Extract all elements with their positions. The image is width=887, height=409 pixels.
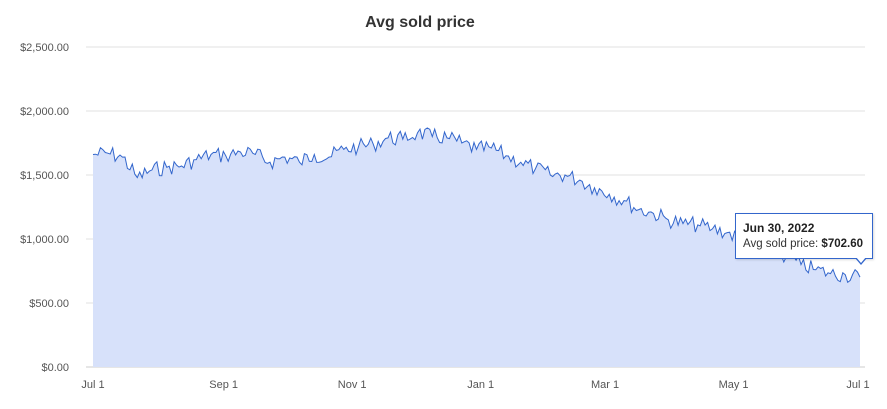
y-tick-label: $2,000.00: [20, 106, 69, 118]
data-point[interactable]: [194, 157, 199, 162]
data-point[interactable]: [828, 271, 833, 276]
data-point[interactable]: [725, 230, 730, 235]
tooltip-pointer-inner: [856, 257, 866, 263]
data-point[interactable]: [253, 152, 258, 157]
y-tick-label: $0.00: [41, 362, 69, 374]
data-point[interactable]: [636, 207, 641, 212]
data-point[interactable]: [710, 226, 715, 231]
x-tick-label: Jul 1: [81, 379, 104, 391]
data-point[interactable]: [297, 160, 302, 165]
data-point[interactable]: [445, 135, 450, 140]
x-tick-label: Sep 1: [209, 379, 238, 391]
x-tick-label: Jan 1: [467, 379, 494, 391]
data-point[interactable]: [577, 178, 582, 183]
y-axis-ticks: $0.00 $500.00 $1,000.00 $1,500.00 $2,000.00 $…: [20, 42, 69, 374]
data-point[interactable]: [681, 221, 686, 226]
x-tick-label: Jul 1: [846, 379, 869, 391]
data-point[interactable]: [813, 267, 818, 272]
data-point[interactable]: [135, 175, 140, 180]
tooltip-line: Avg sold price: $702.60: [743, 236, 872, 252]
data-point[interactable]: [91, 152, 96, 157]
data-point[interactable]: [327, 155, 332, 160]
data-point[interactable]: [489, 146, 494, 151]
data-point[interactable]: [341, 147, 346, 152]
data-point[interactable]: [371, 142, 376, 147]
data-point[interactable]: [282, 155, 287, 160]
data-point[interactable]: [120, 155, 125, 160]
tooltip-value: $702.60: [821, 238, 863, 250]
data-point[interactable]: [533, 166, 538, 171]
series-line: [92, 127, 861, 284]
x-tick-label: May 1: [719, 379, 749, 391]
data-point[interactable]: [518, 160, 523, 165]
data-point[interactable]: [415, 130, 420, 135]
data-point[interactable]: [843, 272, 848, 277]
data-point[interactable]: [622, 198, 627, 203]
data-point[interactable]: [312, 152, 317, 157]
data-point[interactable]: [150, 167, 155, 172]
data-point[interactable]: [695, 222, 700, 227]
x-tick-label: Nov 1: [338, 379, 367, 391]
data-point[interactable]: [223, 153, 228, 158]
data-point[interactable]: [592, 185, 597, 190]
data-point[interactable]: [386, 135, 391, 140]
tooltip-date: Jun 30, 2022: [743, 221, 815, 235]
data-point[interactable]: [459, 141, 464, 146]
chart-title: Avg sold price: [365, 14, 475, 31]
data-point[interactable]: [504, 153, 509, 158]
y-tick-label: $1,000.00: [20, 234, 69, 246]
data-point[interactable]: [400, 137, 405, 142]
data-point[interactable]: [209, 152, 214, 157]
x-axis-ticks: Jul 1 Sep 1 Nov 1 Jan 1 Mar 1 May 1 Jul 1: [81, 379, 869, 391]
data-point[interactable]: [799, 262, 804, 267]
data-point[interactable]: [238, 149, 243, 154]
data-point[interactable]: [563, 173, 568, 178]
data-point[interactable]: [858, 275, 863, 280]
data-point[interactable]: [666, 217, 671, 222]
plot-area: [91, 127, 863, 368]
data-point[interactable]: [430, 134, 435, 139]
y-tick-label: $2,500.00: [20, 42, 69, 54]
data-point[interactable]: [105, 151, 110, 156]
data-point[interactable]: [607, 192, 612, 197]
data-point[interactable]: [164, 165, 169, 170]
series-area: [93, 127, 860, 368]
y-tick-label: $500.00: [29, 298, 69, 310]
data-point[interactable]: [268, 160, 273, 165]
data-point[interactable]: [179, 164, 184, 169]
data-point[interactable]: [356, 144, 361, 149]
y-tick-label: $1,500.00: [20, 170, 69, 182]
data-point[interactable]: [651, 211, 656, 216]
data-tooltip: Jun 30, 2022 Avg sold price: $702.60: [735, 213, 873, 259]
tooltip-label: Avg sold price:: [743, 238, 822, 250]
x-tick-label: Mar 1: [591, 379, 619, 391]
data-point[interactable]: [548, 173, 553, 178]
data-point[interactable]: [474, 147, 479, 152]
